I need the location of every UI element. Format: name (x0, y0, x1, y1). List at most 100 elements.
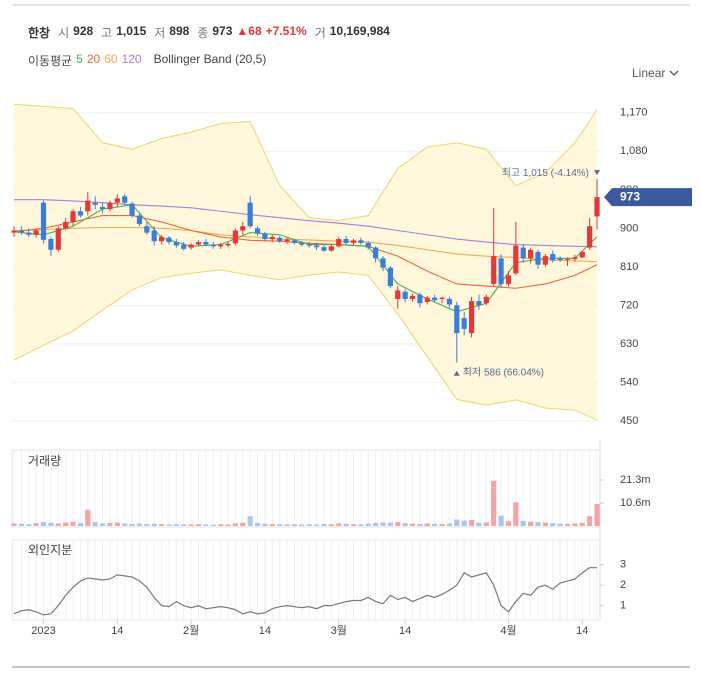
volume-bar (432, 523, 438, 526)
candle-body (550, 254, 556, 261)
volume-bar (594, 504, 600, 526)
field-label: 고 (101, 26, 113, 40)
candle-body (70, 211, 76, 222)
volume-bar (173, 524, 179, 526)
candle-body (350, 240, 357, 243)
candle-body (114, 198, 120, 203)
volume-bar (195, 524, 202, 526)
volume-bar (336, 523, 342, 526)
volume-bar (114, 522, 120, 526)
y-tick-label: 720 (620, 299, 638, 311)
volume-bar (468, 519, 475, 526)
candle-body (409, 295, 416, 299)
volume-bar (476, 522, 482, 526)
volume-bar (85, 509, 91, 526)
volume-bar (262, 523, 268, 526)
low-marker (453, 370, 460, 376)
candle-body (572, 257, 578, 260)
volume-bar (254, 522, 261, 526)
volume-bar (350, 524, 357, 526)
y-tick-label: 1,080 (620, 145, 648, 157)
volume-bar (70, 521, 76, 526)
volume-bar (439, 524, 445, 526)
candle-body (151, 230, 157, 242)
legend-entry: 120 (121, 52, 142, 66)
candle-body (26, 232, 32, 235)
volume-bar (151, 523, 157, 526)
candle-body (306, 244, 312, 246)
volume-bar (92, 522, 98, 526)
candle-body (336, 239, 342, 247)
band-upper (13, 103, 598, 222)
volume-bar (358, 524, 364, 526)
scale-label[interactable]: Linear (632, 66, 666, 80)
candle-body (483, 296, 489, 304)
candle-body (269, 236, 275, 240)
candle-body (321, 247, 327, 251)
volume-bar (306, 524, 312, 526)
field-value: 898 (169, 24, 190, 38)
y-tick-label: 1,170 (620, 107, 648, 119)
price-tag (604, 188, 692, 207)
x-tick-label: 14 (111, 625, 123, 637)
volume-bar (77, 522, 84, 526)
y-tick-label: 10.6m (620, 497, 651, 509)
panel-bg (11, 449, 601, 528)
volume-bar (240, 522, 246, 526)
volume-bar (291, 524, 298, 526)
y-tick-label: 630 (620, 338, 638, 350)
candle-body (373, 247, 379, 259)
volume-bar (18, 523, 24, 526)
volume-bar (572, 523, 578, 526)
ownership-line (13, 567, 598, 616)
candle-body (107, 202, 113, 210)
x-tick-label: 14 (399, 625, 411, 637)
volume-bar (26, 524, 32, 526)
legend-entry: 60 (104, 52, 118, 66)
candle-body (55, 228, 61, 250)
candle-body (461, 318, 467, 329)
candle-body (210, 244, 216, 247)
volume-bar (498, 515, 504, 526)
volume-bar (395, 522, 401, 526)
candle-body (299, 242, 305, 245)
volume-bar (269, 524, 275, 526)
volume-bar (40, 522, 47, 526)
volume-bar (313, 524, 320, 526)
candle-body (343, 239, 349, 243)
candle-body (417, 294, 423, 304)
field-value: 10,169,984 (329, 24, 390, 38)
candle-body (520, 247, 526, 259)
candle-body (468, 301, 475, 334)
scale-toggle[interactable]: Linear (632, 66, 679, 80)
candle-body (313, 245, 320, 248)
volume-bar (11, 523, 17, 526)
candle-body (498, 258, 504, 284)
band-fill (14, 104, 598, 421)
candle-body (439, 297, 445, 299)
price-tag-label: 973 (620, 189, 640, 203)
field-label: 시 (58, 26, 70, 40)
candle-body (395, 290, 401, 299)
volume-bar (203, 524, 209, 526)
candle-body (203, 242, 209, 245)
volume-bar (587, 516, 593, 526)
volume-bar (409, 523, 416, 526)
candle-body (594, 197, 600, 217)
candle-body (11, 230, 17, 233)
volume-bar (136, 523, 143, 526)
volume-bar (166, 524, 172, 526)
candle-body (358, 240, 364, 243)
volume-bar (129, 523, 135, 526)
candle-body (159, 236, 165, 242)
y-tick-label: 21.3m (620, 474, 651, 486)
candle-body (225, 243, 231, 246)
band-lower (13, 269, 598, 421)
volume-bar (446, 523, 453, 526)
volume-bar (528, 521, 534, 526)
y-tick-label: 1 (620, 600, 626, 612)
candle-body (48, 239, 54, 250)
x-tick-label: 14 (576, 625, 588, 637)
candle-body (579, 251, 585, 258)
